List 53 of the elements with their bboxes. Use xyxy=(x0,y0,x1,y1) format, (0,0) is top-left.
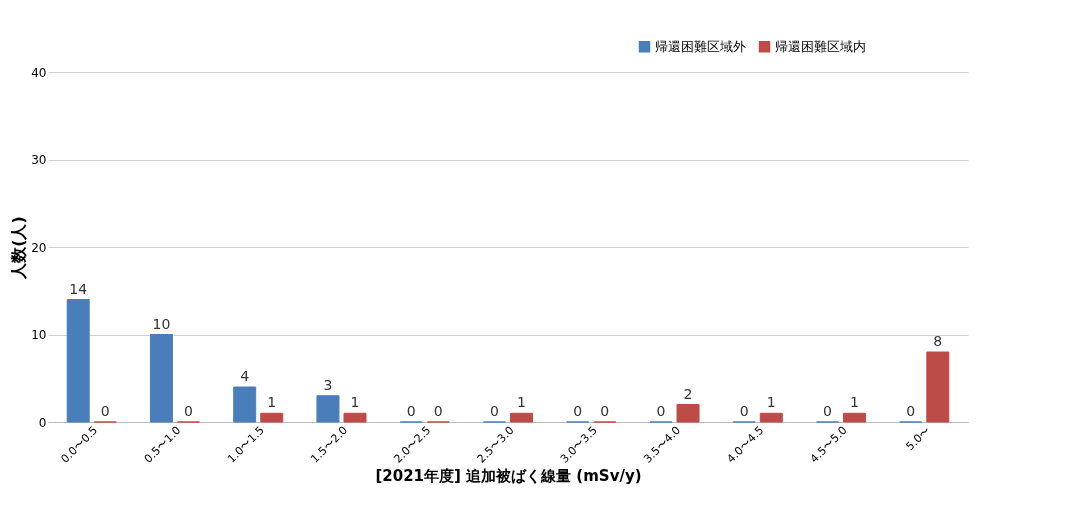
data-label: 10 xyxy=(152,315,171,332)
legend-label: 帰還困難区域内 xyxy=(775,38,866,54)
x-tick-label: 0.5〜1.0 xyxy=(141,423,184,466)
data-label: 0 xyxy=(100,403,110,419)
x-tick-label: 4.5〜5.0 xyxy=(807,423,850,466)
bar xyxy=(66,299,90,423)
y-axis-title: 人数(人) xyxy=(9,216,29,280)
y-tick-label: 30 xyxy=(31,153,47,167)
bar xyxy=(233,386,257,423)
data-label: 3 xyxy=(323,376,333,393)
data-label: 0 xyxy=(433,403,443,419)
data-label: 4 xyxy=(240,368,250,384)
x-tick-label: 1.5〜2.0 xyxy=(308,423,350,466)
data-label: 0 xyxy=(656,403,666,419)
bar xyxy=(343,412,367,423)
legend-label: 帰還困難区域外 xyxy=(655,38,746,54)
bar xyxy=(510,412,534,423)
data-label: 1 xyxy=(517,394,526,411)
y-tick-label: 10 xyxy=(31,328,47,342)
x-tick-label: 2.0〜2.5 xyxy=(391,423,434,466)
bar xyxy=(676,404,700,423)
x-tick-label: 2.5〜3.0 xyxy=(474,423,517,466)
x-tick-label: 3.5〜4.0 xyxy=(641,423,683,466)
data-label: 1 xyxy=(850,394,860,411)
x-tick-label: 3.0〜3.5 xyxy=(558,423,600,466)
data-label: 0 xyxy=(739,403,749,419)
bar xyxy=(316,395,340,423)
data-label: 1 xyxy=(350,394,360,411)
data-label: 0 xyxy=(490,403,499,419)
bar xyxy=(149,334,173,423)
data-label: 0 xyxy=(406,403,416,419)
x-tick-label: 1.0〜1.5 xyxy=(224,423,267,466)
bar xyxy=(843,412,867,423)
data-label: 1 xyxy=(267,394,277,411)
bar xyxy=(926,351,950,423)
data-label: 14 xyxy=(69,280,88,297)
bar xyxy=(759,412,783,423)
data-label: 8 xyxy=(933,333,943,349)
data-label: 0 xyxy=(906,403,916,419)
y-tick-label: 20 xyxy=(31,240,47,255)
bar xyxy=(260,412,284,423)
y-tick-label: 40 xyxy=(31,65,47,80)
data-label: 1 xyxy=(766,394,776,411)
x-tick-label: 4.0〜4.5 xyxy=(724,423,767,466)
data-label: 2 xyxy=(683,385,693,402)
data-label: 0 xyxy=(600,403,610,419)
x-tick-label: 5.0〜 xyxy=(903,423,933,454)
data-label: 0 xyxy=(823,403,832,419)
x-tick-label: 0.0〜0.5 xyxy=(58,423,101,466)
y-tick-label: 0 xyxy=(38,415,47,430)
data-label: 0 xyxy=(184,403,193,419)
data-label: 0 xyxy=(573,403,583,419)
x-axis-title: [2021年度] 追加被ばく線量 (mSv/y) xyxy=(375,466,642,485)
